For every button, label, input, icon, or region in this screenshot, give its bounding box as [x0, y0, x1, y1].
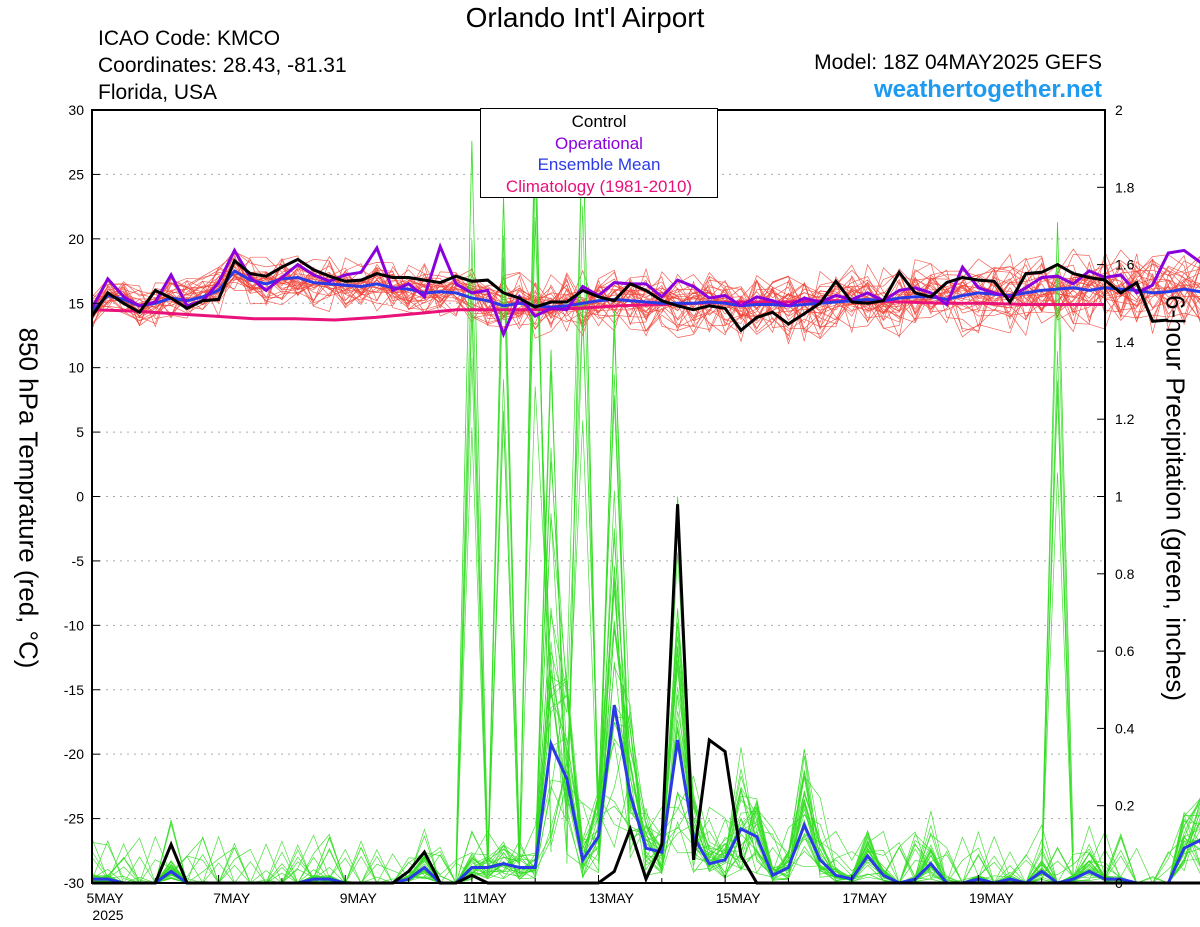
icao-code: ICAO Code: KMCO: [98, 27, 281, 50]
temperature-operational-line: [90, 242, 1200, 339]
left-tick-label: -10: [64, 617, 84, 633]
right-tick-label: 0.2: [1115, 798, 1135, 814]
x-tick-label: 15MAY: [716, 890, 762, 906]
precipitation-peak-6: [598, 310, 631, 864]
precipitation-member-10: [91, 370, 1200, 884]
temperature-member-9: [91, 250, 1200, 337]
left-tick-label: 25: [68, 166, 84, 182]
right-tick-label: 0.6: [1115, 643, 1135, 659]
x-tick-label: 7MAY: [213, 890, 251, 906]
y-axis-left-label: 850 hPa Temprature (red, °C): [13, 327, 44, 669]
left-tick-label: 15: [68, 295, 84, 311]
right-tick-label: 0.8: [1115, 566, 1135, 582]
y-axis-right-label: 6-hour Precipitation (green, inches): [1160, 294, 1191, 702]
x-year-label: 2025: [92, 907, 123, 923]
right-tick-label: 2: [1115, 102, 1123, 118]
temperature-member-30: [91, 253, 1200, 340]
left-tick-label: -5: [72, 553, 85, 569]
right-tick-label: 1.6: [1115, 257, 1135, 273]
precipitation-member-22: [91, 447, 1200, 884]
right-tick-label: 1: [1115, 489, 1123, 505]
precipitation-member-30: [91, 270, 1200, 884]
precipitation-peak-8: [1041, 222, 1074, 864]
chart-legend: Control Operational Ensemble Mean Climat…: [480, 108, 718, 198]
left-tick-label: -25: [64, 811, 84, 827]
precipitation-peak-4: [534, 349, 568, 864]
precipitation-member-7: [91, 357, 1200, 884]
temperature-member-21: [91, 275, 1200, 317]
left-tick-label: -30: [64, 875, 84, 891]
left-tick-label: -20: [64, 746, 84, 762]
right-tick-label: 1.8: [1115, 179, 1135, 195]
legend-control: Control: [571, 112, 627, 131]
x-tick-label: 9MAY: [340, 890, 378, 906]
precipitation-peak-1: [455, 140, 489, 864]
precipitation-member-6: [91, 235, 1200, 884]
precipitation-member-24: [91, 392, 1200, 884]
x-tick-label: 17MAY: [842, 890, 888, 906]
x-tick-label: 5MAY: [86, 890, 124, 906]
temperature-member-15: [91, 248, 1200, 345]
climatology-line: [91, 299, 1105, 322]
model-run: Model: 18Z 04MAY2025 GEFS: [814, 51, 1102, 74]
precipitation-member-16: [91, 461, 1200, 884]
precipitation-member-2: [91, 331, 1200, 884]
legend-ensemble-mean: Ensemble Mean: [537, 155, 661, 174]
right-tick-label: 1.2: [1115, 411, 1135, 427]
left-tick-label: 30: [68, 102, 84, 118]
left-tick-label: -15: [64, 682, 84, 698]
main-series-lines: [90, 242, 1200, 885]
region: Florida, USA: [98, 81, 218, 104]
right-tick-label: 0.4: [1115, 720, 1135, 736]
website-link[interactable]: weathertogether.net: [873, 76, 1102, 103]
left-tick-label: 10: [68, 360, 84, 376]
precipitation-member-19: [91, 315, 1200, 884]
precipitation-member-29: [91, 386, 1200, 884]
left-tick-label: 5: [76, 424, 84, 440]
precipitation-member-23: [91, 142, 1200, 884]
precipitation-member-18: [91, 257, 1200, 884]
precipitation-member-9: [91, 314, 1200, 884]
x-tick-label: 13MAY: [589, 890, 635, 906]
left-tick-label: 20: [68, 231, 84, 247]
precipitation-member-8: [91, 399, 1200, 884]
precipitation-member-14: [91, 374, 1200, 884]
coordinates: Coordinates: 28.43, -81.31: [98, 54, 347, 77]
left-tick-label: 0: [76, 489, 84, 505]
x-tick-label: 19MAY: [969, 890, 1015, 906]
temperature-ensemble-members: [91, 248, 1200, 345]
precipitation-member-13: [91, 290, 1200, 884]
precipitation-member-12: [91, 410, 1200, 884]
legend-climatology: Climatology (1981-2010): [505, 176, 693, 196]
page-title: Orlando Int'l Airport: [465, 2, 705, 33]
right-tick-label: 0: [1115, 875, 1123, 891]
right-tick-label: 1.4: [1115, 334, 1135, 350]
legend-operational: Operational: [555, 133, 643, 153]
precipitation-member-27: [91, 304, 1200, 884]
chart-ticks: 302520151050-5-10-15-20-25-3021.81.61.41…: [64, 102, 1135, 923]
x-tick-label: 11MAY: [463, 890, 507, 906]
temperature-control-line: [90, 257, 1169, 333]
